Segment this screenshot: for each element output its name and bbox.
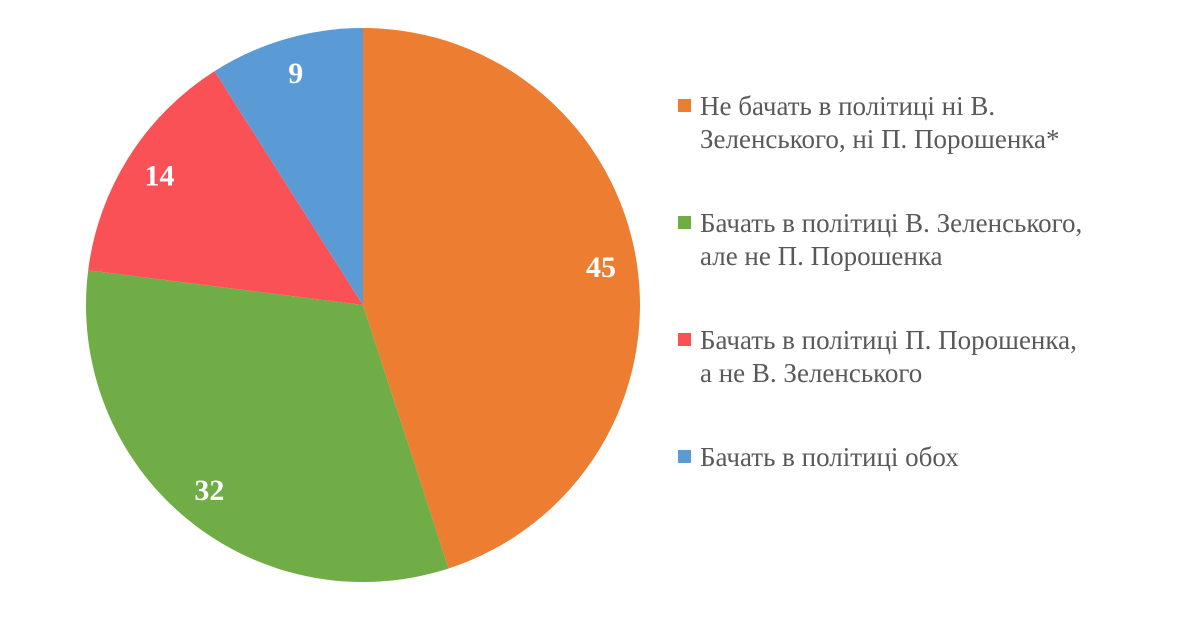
legend-swatch-icon	[678, 99, 691, 112]
legend-label-line: а не В. Зеленського	[700, 358, 923, 388]
pie-data-label: 9	[288, 57, 303, 90]
legend-label: Не бачать в політиці ні В. Зеленського, н…	[700, 90, 1130, 156]
legend-item-2: Бачать в політиці В. Зеленського, але не …	[678, 207, 1130, 273]
legend-item-3: Бачать в політиці П. Порошенка, а не В. З…	[678, 324, 1130, 390]
legend-item-1: Не бачать в політиці ні В. Зеленського, н…	[678, 90, 1130, 156]
pie-data-label: 32	[194, 474, 224, 507]
legend-label: Бачать в політиці П. Порошенка, а не В. З…	[700, 324, 1130, 390]
legend-label-line: Бачать в політиці П. Порошенка,	[700, 325, 1077, 355]
pie-slice-2	[85, 270, 449, 582]
legend-label-line: Бачать в політиці обох	[700, 442, 959, 472]
chart-legend: Не бачать в політиці ні В. Зеленського, н…	[678, 90, 1130, 525]
pie-data-label: 14	[145, 159, 175, 192]
pie-slice-1	[363, 28, 640, 569]
legend-swatch-icon	[678, 216, 691, 229]
legend-label-line: але не П. Порошенка	[700, 241, 943, 271]
legend-item-4: Бачать в політиці обох	[678, 441, 1130, 474]
pie-slice-4	[214, 28, 363, 305]
legend-label-line: Бачать в політиці В. Зеленського,	[700, 208, 1083, 238]
legend-label: Бачать в політиці обох	[700, 441, 1130, 474]
pie-slice-3	[88, 71, 364, 306]
legend-label-line: Зеленського, ні П. Порошенка*	[700, 124, 1060, 154]
legend-label-line: Не бачать в політиці ні В.	[700, 91, 996, 121]
legend-swatch-icon	[678, 333, 691, 346]
legend-swatch-icon	[678, 450, 691, 463]
legend-label: Бачать в політиці В. Зеленського, але не …	[700, 207, 1130, 273]
pie-data-label: 45	[586, 251, 616, 284]
